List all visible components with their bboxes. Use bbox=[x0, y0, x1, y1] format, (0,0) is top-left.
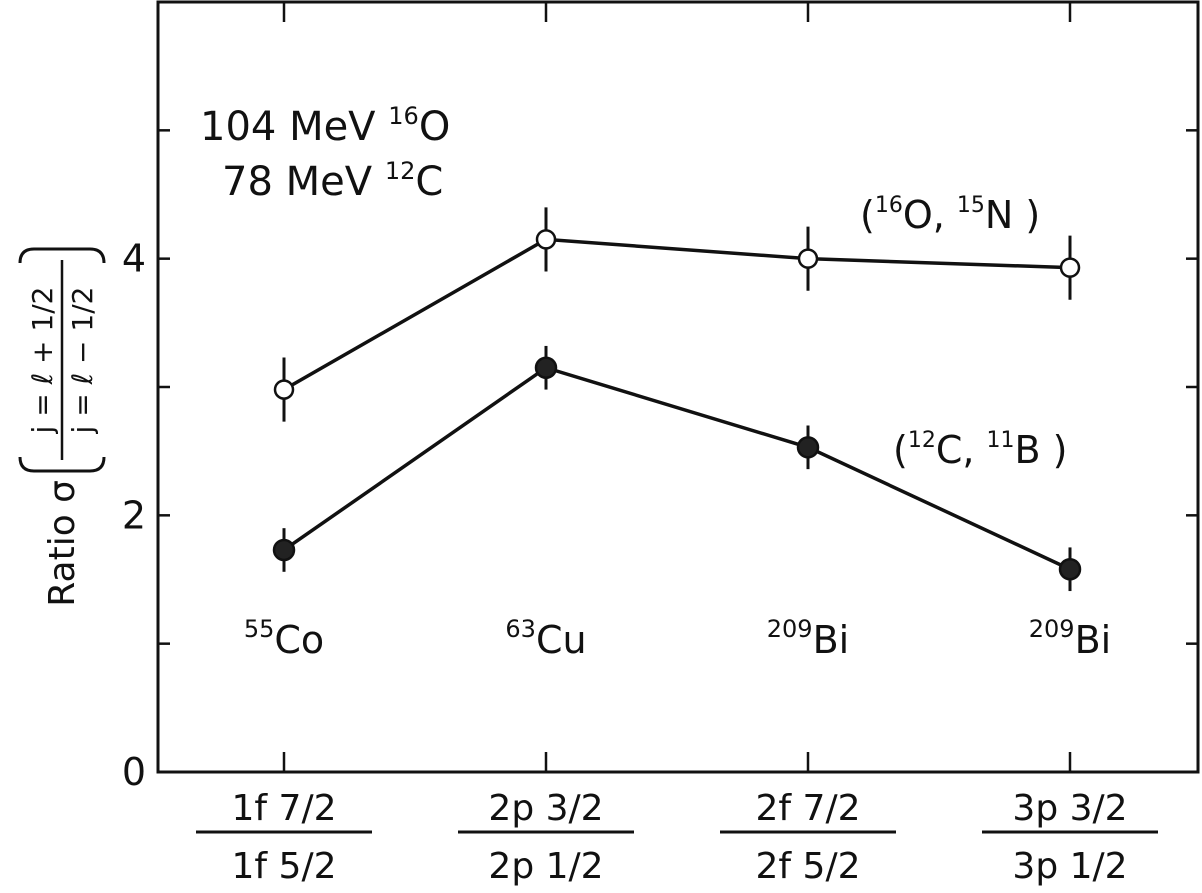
series-label: (12C, 11B ) bbox=[893, 428, 1068, 472]
data-point bbox=[273, 379, 295, 400]
x-tick-label-numerator: 2f 7/2 bbox=[756, 788, 861, 829]
beam-annotation: 104 MeV 16O 78 MeV 12C bbox=[200, 102, 450, 205]
data-point bbox=[796, 436, 820, 459]
y-axis-label-group: Ratio σ j = ℓ + 1/2 j = ℓ − 1/2 bbox=[18, 247, 106, 607]
series-label: (16O, 15N ) bbox=[860, 193, 1040, 237]
y-axis-label: Ratio σ j = ℓ + 1/2 j = ℓ − 1/2 bbox=[18, 247, 106, 607]
series-line bbox=[283, 365, 1071, 571]
y-tick-label: 4 bbox=[122, 237, 146, 281]
target-label: 209Bi bbox=[767, 615, 849, 662]
x-tick-label-denominator: 3p 1/2 bbox=[1012, 846, 1127, 887]
x-axis: 1f 7/2 1f 5/2 2p 3/2 2p 1/2 2f 7/2 2f 5/2 3p 3… bbox=[196, 2, 1158, 887]
x-tick-label-denominator: 2f 5/2 bbox=[756, 846, 861, 887]
data-point bbox=[797, 248, 819, 269]
y-axis-label-numerator: j = ℓ + 1/2 bbox=[26, 287, 59, 435]
series-line bbox=[283, 237, 1071, 392]
x-tick-label-numerator: 3p 3/2 bbox=[1012, 788, 1127, 829]
y-axis-label-denominator: j = ℓ − 1/2 bbox=[66, 287, 99, 435]
y-axis: 0 2 4 bbox=[122, 0, 1198, 794]
data-point bbox=[1059, 257, 1081, 278]
y-tick-label: 0 bbox=[122, 750, 146, 794]
y-axis-label-bracket-right bbox=[18, 247, 106, 264]
x-tick-label-numerator: 1f 7/2 bbox=[232, 788, 337, 829]
target-label: 63Cu bbox=[505, 615, 586, 662]
y-tick-label: 2 bbox=[122, 493, 146, 537]
y-axis-label-bracket-left bbox=[18, 456, 106, 473]
x-tick-label-denominator: 2p 1/2 bbox=[488, 846, 603, 887]
series-group: (16O, 15N ) (12C, 11B ) bbox=[272, 193, 1082, 592]
beam-line: 78 MeV 12C bbox=[222, 157, 443, 205]
data-point bbox=[535, 229, 557, 250]
data-point bbox=[534, 356, 558, 379]
data-point bbox=[272, 538, 296, 562]
x-tick-label-numerator: 2p 3/2 bbox=[488, 788, 603, 829]
y-axis-label-prefix: Ratio σ bbox=[42, 480, 83, 607]
x-tick-label-denominator: 1f 5/2 bbox=[232, 846, 337, 887]
beam-line: 104 MeV 16O bbox=[200, 102, 450, 150]
data-point bbox=[1058, 557, 1082, 581]
target-label: 55Co bbox=[244, 615, 324, 662]
target-labels: 55Co 63Cu 209Bi 209Bi bbox=[244, 615, 1111, 662]
target-label: 209Bi bbox=[1029, 615, 1111, 662]
